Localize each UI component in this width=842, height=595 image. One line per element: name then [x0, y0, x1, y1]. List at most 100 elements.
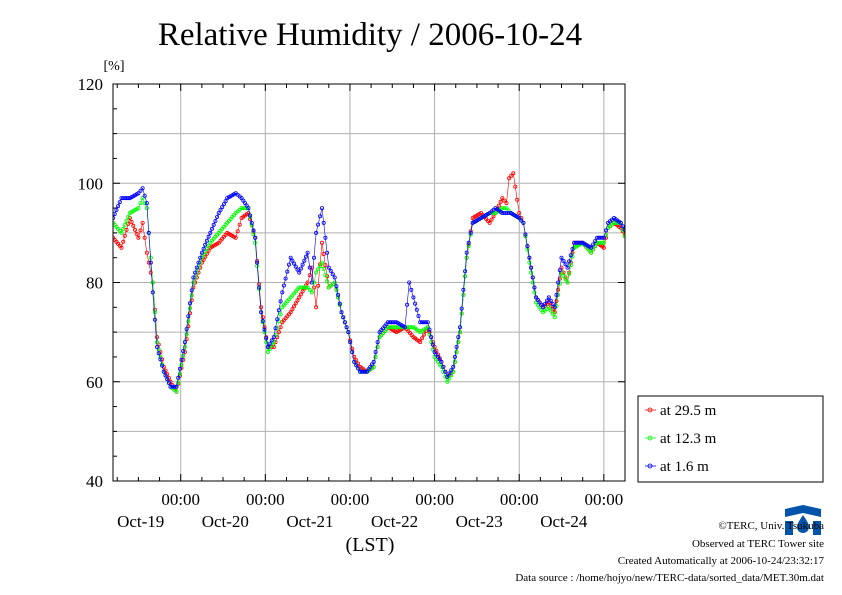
data-point [647, 235, 650, 238]
data-point [281, 283, 286, 288]
data-point [206, 243, 211, 248]
data-point [554, 292, 559, 297]
data-point [330, 272, 335, 277]
data-point [645, 249, 648, 252]
data-point [300, 289, 305, 294]
data-point [656, 244, 659, 247]
data-point [293, 264, 298, 269]
data-point [117, 200, 122, 205]
data-point [624, 241, 625, 244]
y-tick-label: 60 [86, 373, 103, 392]
data-point [116, 204, 121, 209]
data-point [344, 325, 349, 330]
legend-entry: at 1.6 m [645, 459, 709, 475]
data-point [418, 320, 423, 325]
series-group [113, 171, 670, 394]
legend-marker [647, 407, 653, 413]
data-point [186, 319, 191, 324]
data-point [305, 280, 310, 285]
data-point [457, 330, 462, 335]
data-point [600, 240, 605, 245]
data-point [150, 280, 155, 285]
data-point [567, 259, 572, 264]
data-point [500, 206, 505, 211]
data-point [624, 236, 625, 239]
legend-box [637, 395, 824, 483]
data-point [131, 223, 136, 228]
data-point [323, 273, 328, 278]
data-point [198, 255, 203, 260]
data-point [292, 304, 297, 309]
data-point [660, 245, 663, 248]
data-point [216, 210, 221, 215]
data-point [354, 363, 359, 368]
data-point [203, 242, 208, 247]
data-point [187, 306, 192, 311]
data-point [658, 244, 661, 247]
data-point [463, 269, 468, 274]
data-point [653, 235, 656, 238]
data-point [142, 193, 147, 198]
data-point [463, 274, 468, 279]
data-point [124, 218, 129, 223]
data-point [280, 290, 285, 295]
data-point [443, 369, 448, 374]
data-point [452, 354, 457, 359]
data-point [667, 261, 670, 264]
data-point [172, 384, 177, 389]
data-point [660, 240, 663, 243]
data-point [418, 340, 423, 345]
data-point [182, 340, 187, 345]
data-point [647, 245, 650, 248]
data-point [307, 287, 312, 292]
x-axis: 00:00Oct-1900:00Oct-2000:00Oct-2100:00Oc… [116, 84, 626, 531]
data-point [644, 243, 647, 246]
data-point [500, 210, 505, 215]
data-point [430, 342, 435, 347]
data-point [502, 210, 507, 215]
data-point [642, 247, 645, 250]
data-point [144, 250, 149, 255]
data-point [645, 239, 648, 242]
data-point [336, 292, 341, 297]
data-point [658, 246, 661, 249]
data-point [554, 299, 559, 304]
data-point [550, 301, 555, 306]
data-point [177, 371, 182, 376]
data-point [655, 241, 658, 244]
data-point [176, 380, 181, 385]
data-point [532, 290, 537, 295]
terc-logo [783, 503, 823, 539]
data-point [148, 260, 153, 265]
data-point [461, 287, 466, 292]
data-point [196, 260, 201, 265]
data-point [121, 226, 126, 231]
data-point [204, 238, 209, 243]
data-point [342, 320, 347, 325]
data-point [373, 349, 378, 354]
data-point [298, 266, 303, 271]
data-point [276, 330, 281, 335]
legend-entry: at 12.3 m [645, 431, 717, 447]
data-point [630, 276, 633, 279]
x-tick-date: Oct-19 [117, 512, 164, 531]
data-point [160, 363, 165, 368]
data-point [136, 235, 141, 240]
data-point [420, 320, 425, 325]
data-point [449, 368, 454, 373]
data-point [262, 327, 267, 332]
data-point [165, 377, 170, 382]
data-point [638, 263, 641, 266]
data-point [519, 215, 524, 220]
data-point [521, 220, 526, 225]
data-point [629, 254, 632, 257]
data-point [193, 270, 198, 275]
data-point [627, 243, 630, 246]
data-point [265, 344, 270, 349]
data-point [233, 235, 238, 240]
data-point [601, 235, 606, 240]
data-point [421, 320, 426, 325]
data-point [591, 242, 596, 247]
x-tick-time: 00:00 [500, 490, 539, 509]
data-point [119, 230, 124, 235]
